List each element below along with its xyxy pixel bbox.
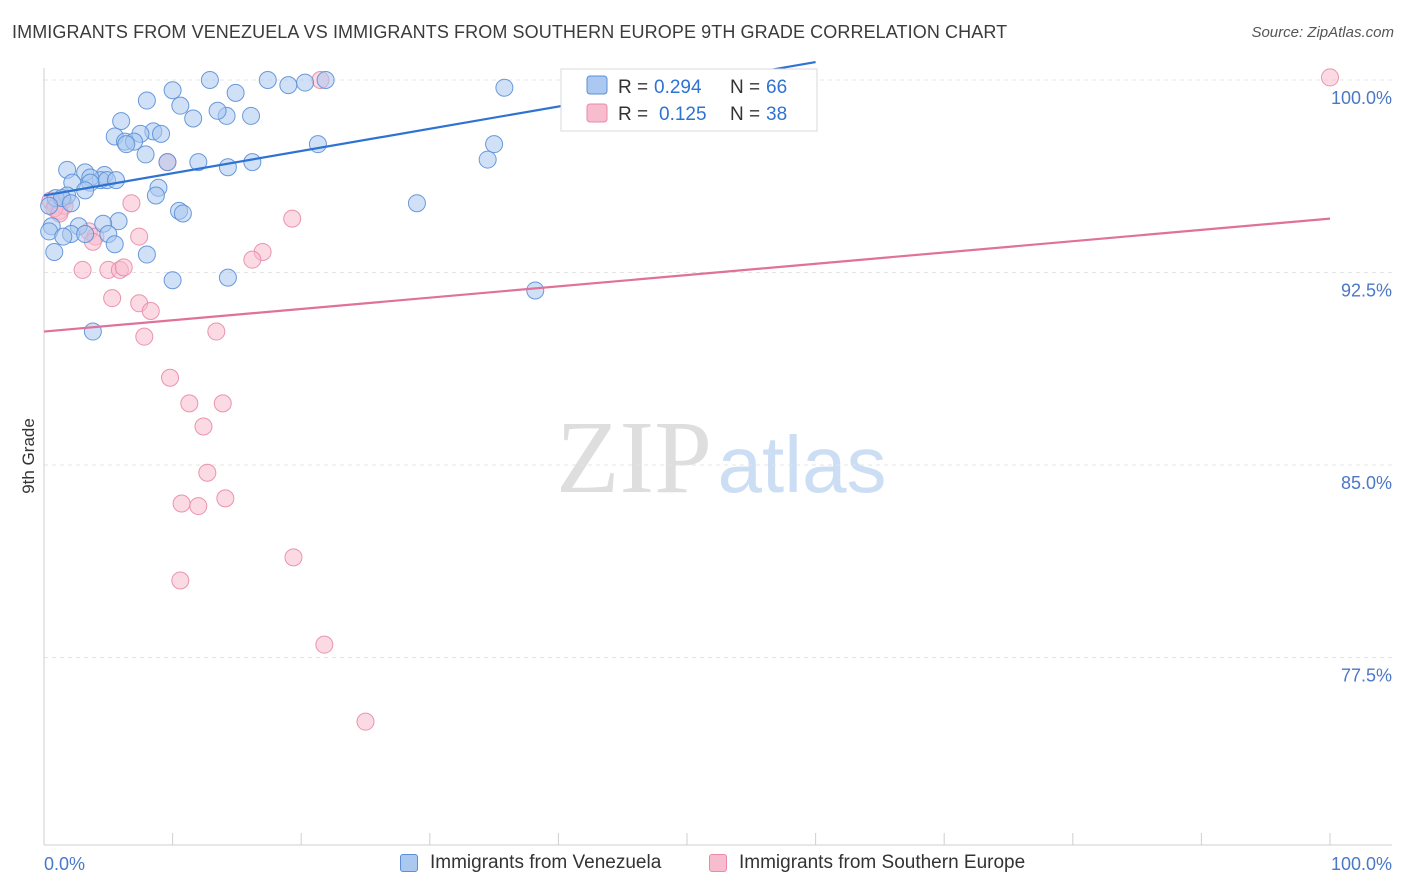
venezuela-point-54	[137, 245, 156, 264]
southern-europe-point-29	[213, 394, 232, 413]
venezuela-point-57	[83, 322, 102, 341]
southern-europe-point-38	[356, 712, 375, 731]
southern-europe-point-34	[189, 497, 208, 516]
southern-europe-point-27	[161, 368, 180, 387]
venezuela-point-61	[478, 150, 497, 169]
southern-europe-point-18	[73, 260, 92, 279]
stats-n-value-pink: 38	[766, 104, 787, 125]
southern-europe-point-31	[198, 463, 217, 482]
legend-item-venezuela: Immigrants from Venezuela	[400, 852, 661, 874]
stats-r-label-pink: R =	[618, 104, 648, 125]
chart-title: IMMIGRANTS FROM VENEZUELA VS IMMIGRANTS …	[12, 22, 1008, 42]
venezuela-point-42	[407, 194, 426, 213]
y-tick-labels: 100.0% 92.5% 85.0% 77.5%	[1331, 88, 1392, 686]
venezuela-point-4	[163, 81, 182, 100]
southern-europe-point-33	[172, 494, 191, 513]
y-tick-label-1: 92.5%	[1341, 281, 1392, 301]
legend-label-southern-europe: Immigrants from Southern Europe	[739, 852, 1026, 873]
legend-label-venezuela: Immigrants from Venezuela	[430, 852, 662, 873]
southern-europe-point-30	[194, 417, 213, 436]
stats-n-label-blue: N =	[730, 77, 760, 98]
southern-europe-point-10	[122, 194, 141, 213]
x-tick-label-min: 0.0%	[44, 854, 85, 874]
venezuela-point-51	[54, 227, 73, 246]
stats-n-value-blue: 66	[766, 77, 787, 98]
venezuela-point-14	[152, 124, 171, 143]
venezuela-point-20	[136, 145, 155, 164]
legend-item-southern-europe: Immigrants from Southern Europe	[709, 852, 1025, 874]
stats-r-label-blue: R =	[618, 77, 648, 98]
venezuela-point-11	[112, 112, 131, 131]
stats-swatch-blue	[586, 75, 608, 95]
venezuela-point-52	[105, 235, 124, 254]
venezuela-point-65	[279, 76, 298, 95]
x-tick-label-max: 100.0%	[1331, 854, 1392, 874]
venezuela-point-3	[296, 73, 315, 92]
venezuela-point-18	[117, 135, 136, 154]
southern-europe-point-26	[207, 322, 226, 341]
source-credit: Source: ZipAtlas.com	[1251, 24, 1394, 41]
legend-swatch-southern-europe	[709, 854, 727, 872]
y-axis-label: 9th Grade	[19, 418, 38, 494]
venezuela-point-37	[62, 194, 81, 213]
venezuela-point-39	[146, 186, 165, 205]
venezuela-point-6	[137, 91, 156, 110]
venezuela-point-56	[218, 268, 237, 287]
watermark-atlas: atlas	[718, 420, 887, 509]
venezuela-point-2	[316, 71, 335, 89]
southern-europe-point-25	[135, 327, 154, 346]
legend-swatch-venezuela	[400, 854, 418, 872]
venezuela-point-7	[171, 96, 190, 115]
southern-europe-point-11	[283, 209, 302, 228]
stats-r-value-blue: 0.294	[654, 77, 702, 98]
y-tick-label-0: 100.0%	[1331, 88, 1392, 108]
venezuela-point-63	[189, 153, 208, 172]
venezuela-point-58	[526, 281, 545, 300]
x-ticks	[43, 833, 1331, 845]
southern-europe-trend-line	[43, 217, 1331, 333]
y-tick-label-3: 77.5%	[1341, 666, 1392, 686]
southern-europe-point-0	[1321, 68, 1339, 87]
venezuela-point-5	[226, 83, 245, 102]
venezuela-point-9	[184, 109, 203, 128]
venezuela-point-38	[40, 196, 59, 215]
venezuela-point-0	[200, 71, 219, 89]
venezuela-point-60	[485, 135, 504, 154]
venezuela-point-53	[45, 242, 64, 261]
southern-europe-point-17	[243, 250, 262, 269]
venezuela-point-31	[107, 171, 126, 190]
stats-swatch-pink	[586, 103, 608, 123]
southern-europe-point-21	[114, 258, 133, 277]
venezuela-point-22	[218, 158, 237, 177]
southern-europe-point-36	[171, 571, 190, 590]
venezuela-point-41	[173, 204, 192, 223]
watermark-zip: ZIP	[556, 400, 712, 515]
southern-europe-point-37	[315, 635, 334, 654]
venezuela-point-21	[158, 153, 177, 172]
southern-europe-point-35	[284, 548, 303, 567]
venezuela-point-10	[242, 106, 261, 125]
southern-europe-point-24	[141, 302, 160, 320]
southern-europe-point-22	[103, 289, 122, 308]
venezuela-point-59	[495, 78, 514, 97]
venezuela-point-49	[76, 225, 95, 243]
venezuela-point-1	[258, 71, 277, 89]
stats-n-label-pink: N =	[730, 104, 760, 125]
venezuela-point-64	[208, 101, 227, 120]
southern-europe-point-32	[216, 489, 235, 508]
southern-europe-point-15	[130, 227, 149, 246]
venezuela-point-55	[163, 271, 182, 290]
stats-box: R = 0.294 N = 66 R = 0.125 N = 38	[560, 68, 818, 132]
y-tick-label-2: 85.0%	[1341, 473, 1392, 493]
southern-europe-point-28	[180, 394, 199, 413]
venezuela-point-62	[243, 153, 262, 172]
stats-r-value-pink: 0.125	[659, 104, 707, 125]
